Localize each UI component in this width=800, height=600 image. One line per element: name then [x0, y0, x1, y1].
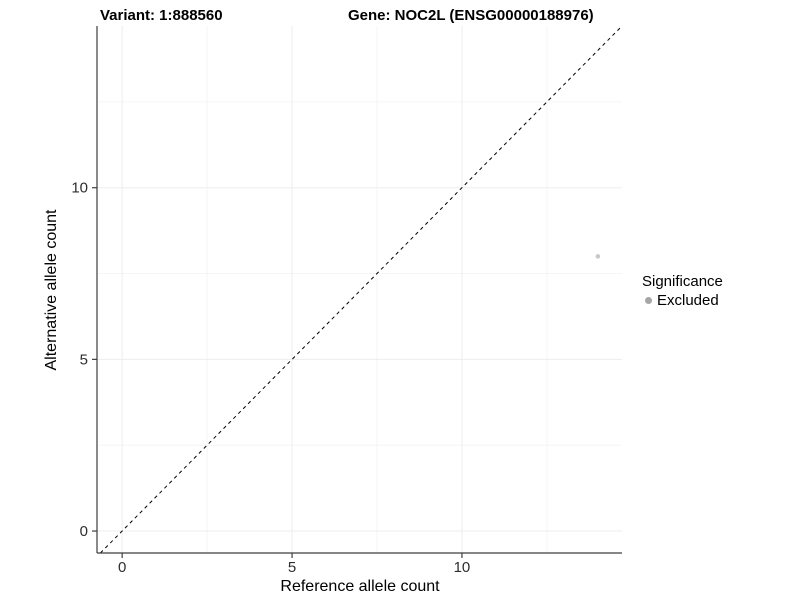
x-tick-label: 0	[118, 559, 126, 576]
plot-title-variant: Variant: 1:888560	[100, 7, 223, 24]
legend: Significance Excluded	[640, 272, 790, 310]
x-axis-title: Reference allele count	[280, 578, 440, 595]
x-tick-label: 5	[288, 559, 296, 576]
legend-title: Significance	[642, 273, 723, 290]
y-tick-label: 0	[80, 523, 88, 540]
legend-items: Excluded	[640, 291, 790, 310]
legend-point-icon	[645, 297, 652, 304]
plot-title-gene: Gene: NOC2L (ENSG00000188976)	[348, 7, 594, 24]
y-tick-label: 10	[71, 180, 88, 197]
legend-item-label: Excluded	[657, 292, 719, 309]
y-tick-label: 5	[80, 351, 88, 368]
legend-item: Excluded	[640, 291, 790, 310]
identity-line	[100, 25, 623, 554]
y-axis-title: Alternative allele count	[43, 209, 60, 371]
data-point	[595, 254, 601, 259]
x-tick-label: 10	[454, 559, 471, 576]
